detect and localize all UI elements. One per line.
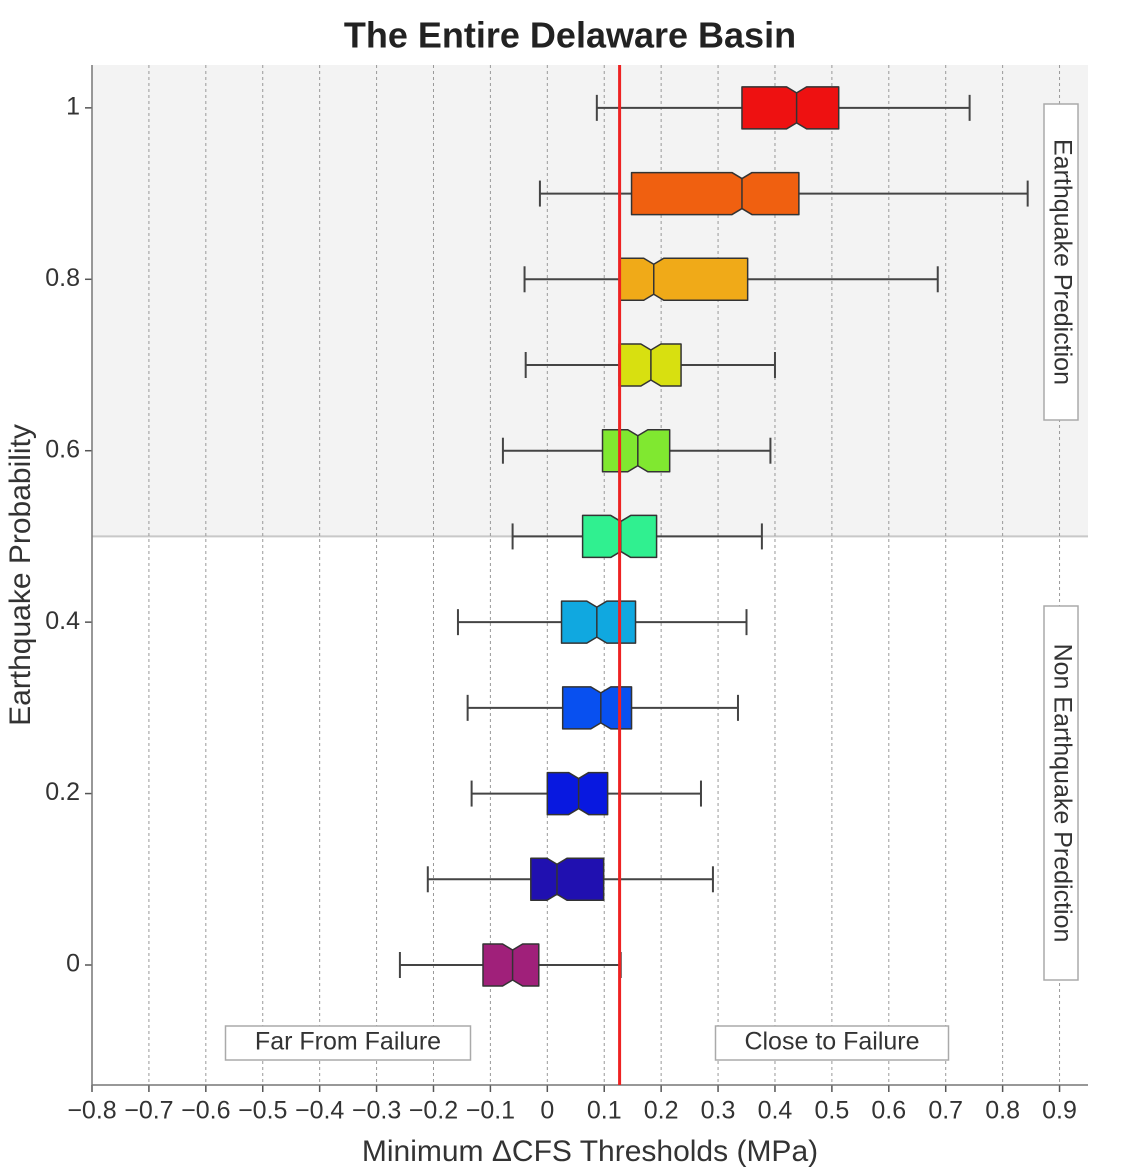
x-tick-label: 0.5 bbox=[815, 1097, 850, 1125]
annotation: Far From Failure bbox=[255, 1028, 441, 1056]
y-tick-label: 0.4 bbox=[45, 607, 80, 635]
x-tick-label: −0.7 bbox=[124, 1097, 173, 1125]
y-tick-label: 1 bbox=[66, 92, 80, 120]
x-tick-label: 0.2 bbox=[644, 1097, 679, 1125]
x-tick-label: −0.5 bbox=[238, 1097, 287, 1125]
x-tick-label: 0.3 bbox=[701, 1097, 736, 1125]
x-tick-label: −0.4 bbox=[295, 1097, 344, 1125]
x-tick-label: −0.2 bbox=[409, 1097, 458, 1125]
y-tick-label: 0.2 bbox=[45, 778, 80, 806]
annotation: Earthquake Prediction bbox=[1048, 139, 1076, 385]
x-tick-label: −0.6 bbox=[181, 1097, 230, 1125]
x-tick-label: 0.7 bbox=[928, 1097, 963, 1125]
box bbox=[546, 771, 609, 816]
x-tick-label: −0.8 bbox=[67, 1097, 116, 1125]
box bbox=[618, 257, 749, 302]
box bbox=[630, 171, 800, 216]
box bbox=[618, 343, 682, 387]
annotation-box bbox=[224, 1025, 472, 1061]
annotation-box bbox=[1043, 605, 1079, 981]
annotation-box bbox=[1043, 103, 1079, 421]
x-tick-label: −0.1 bbox=[466, 1097, 515, 1125]
box bbox=[530, 857, 605, 902]
shaded-region bbox=[92, 65, 1088, 537]
x-tick-label: 0.6 bbox=[871, 1097, 906, 1125]
x-tick-label: 0.4 bbox=[758, 1097, 793, 1125]
x-tick-label: 0.8 bbox=[985, 1097, 1020, 1125]
box bbox=[561, 686, 633, 730]
x-tick-label: 0 bbox=[540, 1097, 554, 1125]
y-tick-label: 0.6 bbox=[45, 435, 80, 463]
chart-title: The Entire Delaware Basin bbox=[344, 15, 796, 56]
box bbox=[741, 86, 840, 130]
box bbox=[560, 600, 637, 644]
x-tick-label: −0.3 bbox=[352, 1097, 401, 1125]
box bbox=[601, 428, 671, 473]
y-tick-label: 0.8 bbox=[45, 264, 80, 292]
annotation: Close to Failure bbox=[744, 1028, 919, 1056]
annotation-box bbox=[714, 1025, 950, 1061]
box bbox=[482, 943, 540, 987]
y-tick-label: 0 bbox=[66, 950, 80, 978]
x-axis-label: Minimum ΔCFS Thresholds (MPa) bbox=[362, 1135, 818, 1168]
annotation: Non Earthquake Prediction bbox=[1048, 644, 1076, 943]
x-tick-label: 0.1 bbox=[587, 1097, 622, 1125]
x-tick-label: 0.9 bbox=[1042, 1097, 1077, 1125]
y-axis-label: Earthquake Probability bbox=[4, 424, 37, 726]
